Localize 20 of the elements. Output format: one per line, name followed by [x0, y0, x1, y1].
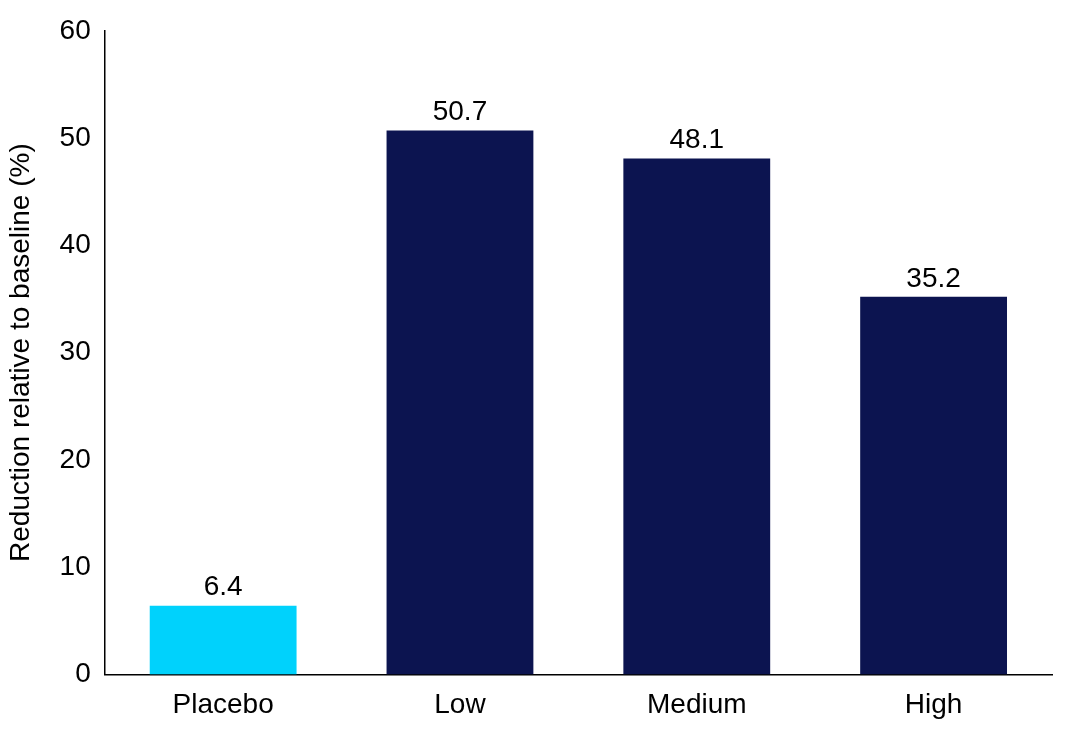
data-label: 50.7 — [432, 95, 488, 127]
y-tick-label: 60 — [59, 13, 91, 45]
x-tick-label: Low — [434, 687, 487, 719]
x-tick-label: Medium — [646, 687, 747, 719]
bar — [386, 130, 534, 675]
y-tick-label: 20 — [59, 442, 91, 474]
y-axis-title: Reduction relative to baseline (%) — [3, 143, 35, 562]
bar — [860, 296, 1008, 675]
data-label: 6.4 — [203, 570, 243, 602]
data-label: 35.2 — [906, 261, 961, 293]
y-tick-label: 40 — [59, 228, 91, 260]
x-tick-label: High — [904, 687, 963, 719]
data-label: 48.1 — [669, 123, 725, 155]
y-tick-label: 50 — [59, 120, 91, 152]
x-tick-label: Placebo — [172, 687, 274, 719]
y-tick-label: 10 — [59, 549, 91, 581]
y-tick-label: 0 — [75, 657, 91, 689]
bar — [149, 605, 297, 675]
bar — [623, 158, 771, 675]
y-tick-label: 30 — [59, 335, 91, 367]
